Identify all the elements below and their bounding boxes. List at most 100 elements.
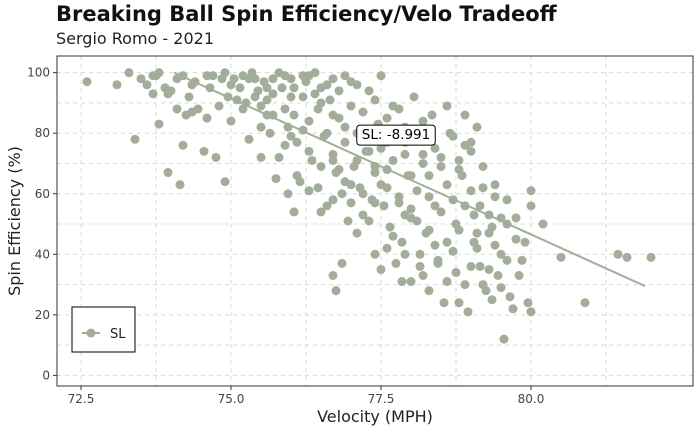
data-point	[328, 195, 338, 205]
data-point	[262, 83, 272, 93]
data-point	[397, 237, 407, 247]
data-point	[271, 174, 281, 184]
data-point	[454, 155, 464, 165]
data-point	[220, 177, 230, 187]
data-point	[379, 201, 389, 211]
data-point	[469, 237, 479, 247]
data-point	[280, 104, 290, 114]
data-point	[250, 92, 260, 102]
data-point	[184, 92, 194, 102]
x-tick-label: 72.5	[68, 392, 95, 406]
data-point	[298, 71, 308, 81]
data-point	[478, 183, 488, 193]
data-point	[328, 110, 338, 120]
chart-subtitle: Sergio Romo - 2021	[56, 29, 214, 48]
legend: SL	[71, 306, 136, 353]
trend-line	[173, 71, 646, 288]
data-point	[490, 180, 500, 190]
legend-entry-sl: SL	[110, 327, 126, 342]
data-point	[502, 255, 512, 265]
data-point	[523, 298, 533, 308]
data-point	[289, 110, 299, 120]
data-point	[478, 280, 488, 290]
data-point	[364, 146, 374, 156]
data-point	[382, 183, 392, 193]
data-point	[442, 180, 452, 190]
y-tick-label: 20	[35, 308, 50, 322]
data-point	[511, 234, 521, 244]
data-point	[334, 86, 344, 96]
data-point	[475, 201, 485, 211]
annotation-box	[356, 124, 436, 146]
data-point	[442, 101, 452, 111]
data-point	[382, 113, 392, 123]
data-point	[427, 110, 437, 120]
data-point	[304, 186, 314, 196]
data-point	[412, 216, 422, 226]
data-point	[526, 201, 536, 211]
data-points	[82, 68, 656, 344]
annotation-layer: SL: -8.991	[356, 124, 436, 146]
data-point	[430, 201, 440, 211]
data-point	[316, 98, 326, 108]
data-point	[430, 143, 440, 153]
data-point	[292, 137, 302, 147]
data-point	[346, 180, 356, 190]
data-point	[439, 298, 449, 308]
data-point	[418, 116, 428, 126]
data-point	[370, 95, 380, 105]
data-point	[505, 292, 515, 302]
data-point	[466, 186, 476, 196]
data-point	[307, 155, 317, 165]
data-point	[622, 252, 632, 262]
data-point	[331, 286, 341, 296]
chart-title: Breaking Ball Spin Efficiency/Velo Trade…	[56, 2, 557, 26]
data-point	[214, 101, 224, 111]
data-point	[424, 192, 434, 202]
data-point	[148, 71, 158, 81]
data-point	[493, 270, 503, 280]
data-point	[304, 116, 314, 126]
y-tick-label: 100	[27, 66, 50, 80]
data-point	[436, 162, 446, 172]
data-point	[286, 131, 296, 141]
data-point	[520, 237, 530, 247]
data-point	[391, 258, 401, 268]
data-point	[352, 155, 362, 165]
data-point	[343, 216, 353, 226]
data-point	[454, 165, 464, 175]
data-point	[313, 183, 323, 193]
data-point	[487, 222, 497, 232]
data-point	[82, 77, 92, 87]
data-point	[322, 201, 332, 211]
data-point	[400, 210, 410, 220]
data-point	[280, 71, 290, 81]
data-point	[376, 143, 386, 153]
data-point	[442, 237, 452, 247]
data-point	[511, 213, 521, 223]
data-point	[430, 240, 440, 250]
data-point	[358, 210, 368, 220]
data-point	[244, 74, 254, 84]
data-point	[436, 152, 446, 162]
data-point	[112, 80, 122, 90]
data-point	[448, 131, 458, 141]
data-point	[460, 280, 470, 290]
data-point	[472, 122, 482, 132]
data-point	[436, 207, 446, 217]
data-point	[442, 277, 452, 287]
legend-key-point	[86, 328, 96, 338]
data-point	[424, 286, 434, 296]
data-point	[346, 77, 356, 87]
data-point	[463, 307, 473, 317]
data-point	[409, 92, 419, 102]
x-tick-label: 77.5	[368, 392, 395, 406]
data-point	[124, 68, 134, 78]
data-point	[340, 122, 350, 132]
data-point	[646, 252, 656, 262]
y-tick-label: 40	[35, 247, 50, 261]
data-point	[418, 158, 428, 168]
data-point	[502, 195, 512, 205]
data-point	[517, 255, 527, 265]
